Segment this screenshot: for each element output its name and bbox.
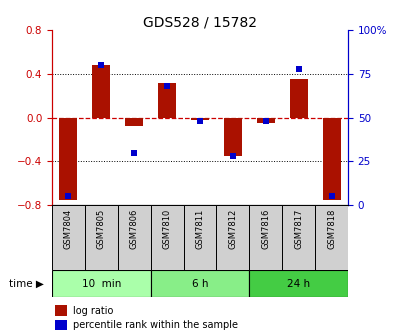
Bar (151, 270, 249, 297)
Bar (224, 118, 242, 156)
Text: GSM7817: GSM7817 (294, 209, 303, 249)
Text: GSM7812: GSM7812 (228, 209, 237, 249)
Bar (151, 205, 184, 270)
Bar (55, 320, 67, 330)
Text: 6 h: 6 h (192, 279, 208, 289)
Bar (52, 205, 85, 270)
Title: GDS528 / 15782: GDS528 / 15782 (143, 15, 257, 29)
Point (65, 194, 72, 199)
Bar (125, 118, 143, 126)
Bar (257, 118, 275, 123)
Bar (290, 79, 308, 118)
Bar (118, 205, 151, 270)
Text: time ▶: time ▶ (9, 279, 44, 289)
Text: GSM7811: GSM7811 (196, 209, 204, 249)
Point (131, 150, 138, 155)
Bar (85, 205, 118, 270)
Bar (216, 205, 249, 270)
Bar (191, 118, 209, 120)
Point (230, 153, 236, 159)
Bar (92, 65, 110, 118)
Bar (184, 205, 216, 270)
Bar (282, 205, 315, 270)
Bar (322, 118, 340, 200)
Text: GSM7816: GSM7816 (261, 209, 270, 249)
Text: 24 h: 24 h (287, 279, 310, 289)
Bar (315, 205, 348, 270)
Text: log ratio: log ratio (73, 306, 113, 316)
Bar (59, 118, 78, 200)
Text: GSM7810: GSM7810 (163, 209, 172, 249)
Text: GSM7804: GSM7804 (64, 209, 73, 249)
Bar (249, 205, 282, 270)
Text: GSM7805: GSM7805 (97, 209, 106, 249)
Bar (52, 270, 151, 297)
Text: GSM7806: GSM7806 (130, 209, 139, 249)
Bar (249, 270, 348, 297)
Point (164, 83, 170, 89)
Point (296, 66, 302, 71)
Point (197, 118, 203, 124)
Point (328, 194, 335, 199)
Bar (55, 305, 67, 316)
Text: GSM7818: GSM7818 (327, 209, 336, 249)
Text: percentile rank within the sample: percentile rank within the sample (73, 320, 238, 330)
Text: 10  min: 10 min (82, 279, 121, 289)
Point (98, 62, 104, 68)
Bar (158, 83, 176, 118)
Point (262, 118, 269, 124)
